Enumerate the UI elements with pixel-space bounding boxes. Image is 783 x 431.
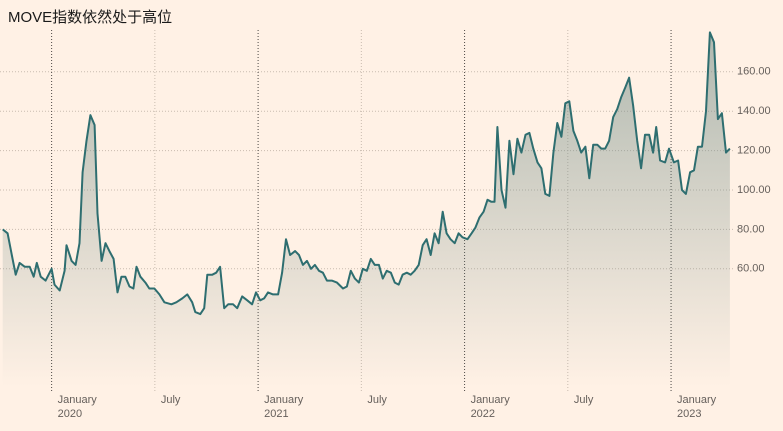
x-tick-label: January bbox=[58, 394, 98, 406]
x-year-label: 2020 bbox=[58, 408, 82, 420]
y-tick-label: 160.00 bbox=[737, 66, 771, 78]
y-tick-label: 80.00 bbox=[737, 223, 765, 235]
x-tick-label: July bbox=[161, 394, 181, 406]
x-year-label: 2023 bbox=[677, 408, 701, 420]
x-tick-label: July bbox=[574, 394, 594, 406]
x-tick-label: July bbox=[367, 394, 387, 406]
x-year-label: 2021 bbox=[264, 408, 288, 420]
x-tick-label: January bbox=[264, 394, 304, 406]
area-fill bbox=[2, 32, 730, 388]
y-tick-label: 120.00 bbox=[737, 145, 771, 157]
y-tick-label: 100.00 bbox=[737, 184, 771, 196]
y-tick-label: 140.00 bbox=[737, 105, 771, 117]
x-tick-label: January bbox=[677, 394, 717, 406]
y-tick-label: 60.00 bbox=[737, 263, 765, 275]
chart-title: MOVE指数依然处于高位 bbox=[8, 9, 172, 26]
x-tick-label: January bbox=[471, 394, 511, 406]
line bbox=[2, 31, 731, 316]
x-year-label: 2022 bbox=[471, 408, 495, 420]
